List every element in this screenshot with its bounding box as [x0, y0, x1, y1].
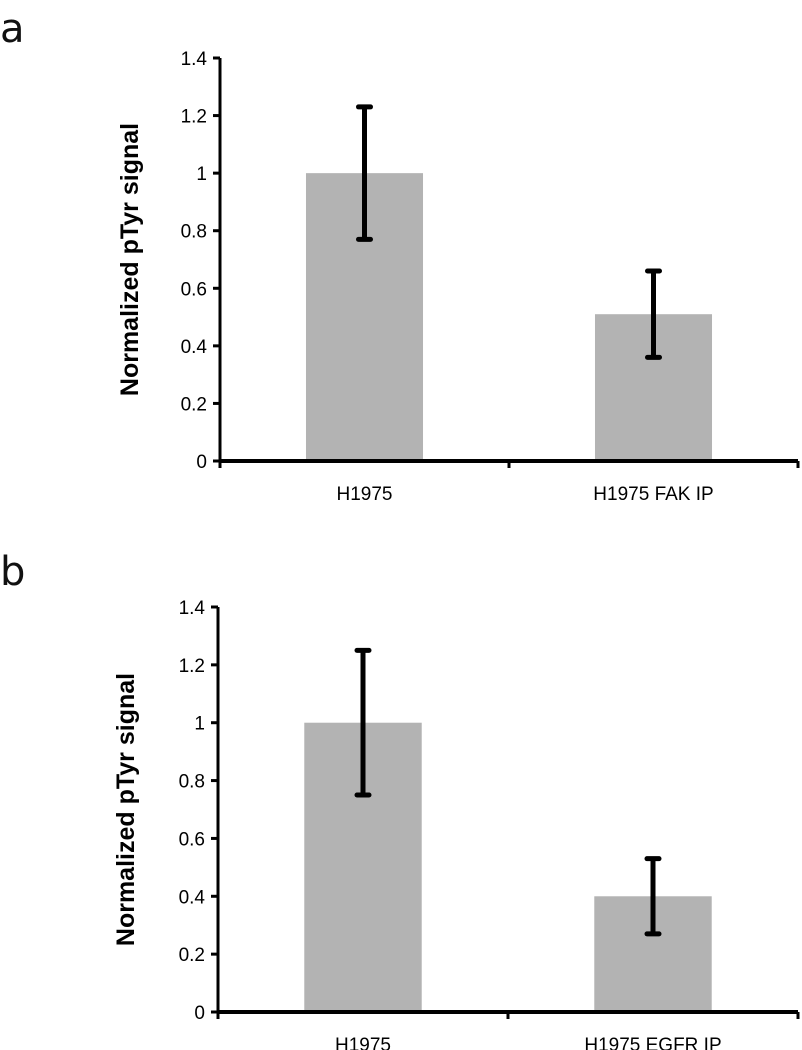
panel-label: a [0, 6, 25, 52]
y-tick-label: 0.2 [179, 945, 205, 966]
y-tick-label: 0.4 [181, 337, 208, 358]
y-tick-label: 0.8 [181, 222, 207, 243]
y-tick-label: 0.6 [181, 279, 207, 300]
y-tick-label: 0.4 [179, 887, 206, 908]
y-axis-label: Normalized pTyr signal [112, 673, 140, 946]
y-axis-label: Normalized pTyr signal [116, 123, 144, 396]
y-tick-label: 0.6 [179, 829, 205, 850]
y-tick-label: 1.4 [179, 598, 206, 619]
x-category-label: H1975 FAK IP [593, 484, 713, 505]
y-tick-label: 1 [194, 714, 205, 735]
y-tick-label: 1 [196, 164, 207, 185]
y-tick-label: 0.8 [179, 772, 205, 793]
y-tick-label: 1.4 [181, 49, 208, 70]
y-tick-label: 0 [194, 1003, 205, 1024]
x-category-label: H1975 EGFR IP [584, 1035, 721, 1050]
y-tick-label: 1.2 [179, 656, 205, 677]
x-category-label: H1975 [337, 484, 393, 505]
x-category-label: H1975 [335, 1035, 391, 1050]
panel-label: b [0, 549, 25, 595]
y-tick-label: 0 [196, 452, 207, 473]
y-tick-label: 0.2 [181, 394, 207, 415]
y-tick-label: 1.2 [181, 107, 207, 128]
